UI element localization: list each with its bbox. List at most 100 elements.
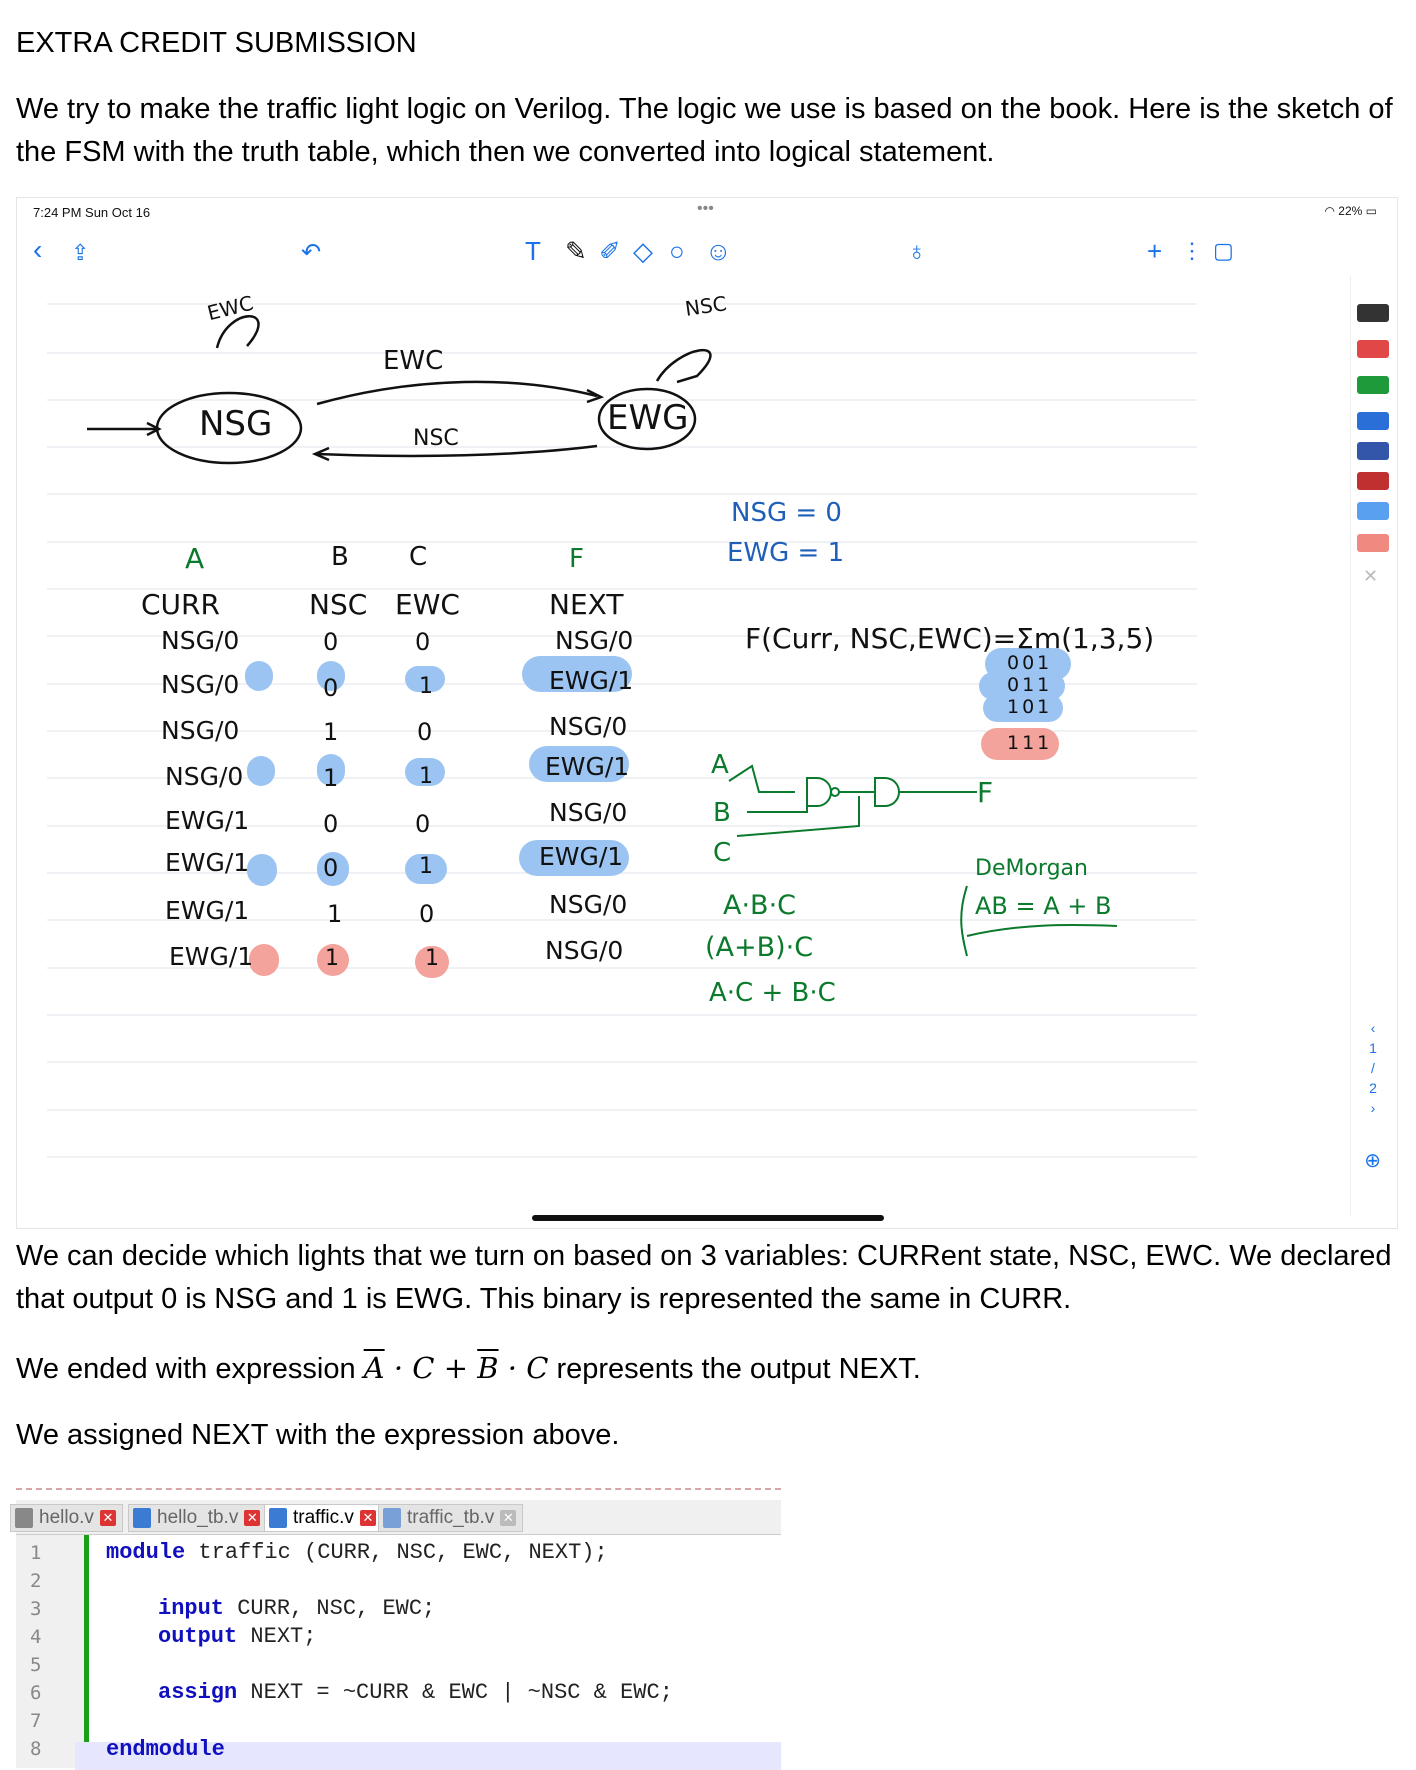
expr-1: A·B·C	[723, 890, 797, 921]
expr-plus: +	[434, 1351, 478, 1385]
text-tool-icon[interactable]: T	[525, 236, 541, 266]
canvas-drawing	[47, 303, 1197, 1158]
undo-icon[interactable]: ↶	[301, 239, 322, 266]
add-icon[interactable]: +	[1147, 236, 1163, 266]
line-number: 2	[30, 1570, 42, 1592]
minterm-111: 111	[1007, 732, 1053, 754]
code-line-3[interactable]: input CURR, NSC, EWC;	[158, 1596, 435, 1621]
expr-c2: C	[526, 1351, 549, 1385]
shapes-icon[interactable]: ☺	[705, 236, 732, 266]
close-icon[interactable]: ✕	[1363, 566, 1379, 586]
row5-ewc: 0	[415, 810, 431, 838]
pen-darkred[interactable]	[1357, 472, 1389, 490]
encoding-nsg: NSG = 0	[731, 498, 842, 528]
notes-toolbar: ‹ ⇪ ↶ T ✎ ✐ ◇ ○ ☺ ♁ + ⋮ ▢	[17, 226, 1397, 276]
close-icon[interactable]: ✕	[359, 1509, 376, 1526]
lasso-icon[interactable]: ○	[669, 236, 685, 266]
row7-next: NSG/0	[549, 890, 628, 919]
row3-ewc: 0	[417, 718, 433, 746]
header-nsc: NSC	[309, 588, 368, 621]
more-icon[interactable]: ⋮	[1181, 238, 1203, 263]
line-number-gutter: 1 2 3 4 5 6 7 8	[16, 1535, 84, 1768]
row8-next: NSG/0	[545, 936, 624, 965]
code-keyword: input	[158, 1596, 225, 1621]
row7-ewc: 0	[419, 900, 435, 928]
fsm-transition-ewc: EWC	[383, 346, 444, 376]
page-indicator: ‹ 1 / 2 ›	[1363, 1018, 1383, 1118]
expr-b: B	[477, 1351, 499, 1385]
ruled-lines	[47, 303, 1197, 1158]
back-icon[interactable]: ‹	[33, 234, 43, 265]
code-line-1[interactable]: module traffic (CURR, NSC, EWC, NEXT);	[106, 1540, 608, 1565]
tab-hello-v[interactable]: hello.v ✕	[10, 1504, 123, 1532]
tab-traffic-v[interactable]: traffic.v ✕	[264, 1504, 383, 1532]
row8-ewc: 1	[425, 946, 439, 971]
microphone-icon[interactable]: ♁	[907, 236, 927, 266]
tab-label: hello_tb.v	[157, 1507, 239, 1528]
tab-traffic-tb-v[interactable]: traffic_tb.v ✕	[378, 1504, 524, 1532]
expr-2: (A+B)·C	[705, 932, 814, 963]
highlighter-pink[interactable]	[1357, 534, 1389, 552]
home-indicator	[532, 1215, 884, 1221]
highlighter-blue[interactable]	[1357, 502, 1389, 520]
tab-label: hello.v	[39, 1507, 94, 1528]
code-line-4[interactable]: output NEXT;	[158, 1624, 316, 1649]
col-letter-f: F	[569, 544, 584, 574]
row4-curr: NSG/0	[165, 762, 244, 791]
expr-a: A	[363, 1351, 385, 1385]
tab-label: traffic.v	[293, 1507, 354, 1528]
page-total: 2	[1369, 1080, 1377, 1096]
pen-black[interactable]	[1357, 304, 1389, 322]
col-letter-c: C	[409, 542, 428, 572]
row8-curr: EWG/1	[169, 942, 254, 971]
pen-navy[interactable]	[1357, 442, 1389, 460]
minterm-001: 001	[1007, 652, 1053, 674]
close-icon[interactable]: ✕	[500, 1509, 517, 1526]
pen-green[interactable]	[1357, 376, 1389, 394]
chevron-up-icon[interactable]: ‹	[1370, 1020, 1376, 1036]
para2-after: represents the output NEXT.	[548, 1353, 921, 1385]
gate-input-a: A	[711, 750, 729, 780]
change-bar	[84, 1535, 89, 1768]
line-number: 5	[30, 1654, 42, 1676]
line-number: 6	[30, 1682, 42, 1704]
zoom-icon[interactable]: ⊕	[1364, 1150, 1381, 1172]
fsm-diagram	[87, 315, 712, 465]
demorgan-title: DeMorgan	[975, 856, 1088, 881]
line-number: 8	[30, 1738, 42, 1760]
pen-red[interactable]	[1357, 340, 1389, 358]
pen-icon[interactable]: ✎	[565, 236, 587, 266]
notes-app-screenshot: 7:24 PM Sun Oct 16 ••• ◠ 22% ▭ ‹ ⇪ ↶ T ✎…	[16, 197, 1398, 1229]
gate-input-b: B	[713, 798, 731, 828]
gate-output-f: F	[977, 776, 994, 809]
row5-nsc: 0	[323, 810, 339, 838]
code-line-6[interactable]: assign NEXT = ~CURR & EWC | ~NSC & EWC;	[158, 1680, 673, 1705]
encoding-ewg: EWG = 1	[727, 538, 845, 568]
page-current: 1	[1369, 1040, 1377, 1056]
expression-paragraph: We ended with expression A · C + B · C r…	[16, 1347, 921, 1391]
col-letter-b: B	[331, 542, 349, 572]
expr-dot1: ·	[384, 1351, 413, 1385]
chevron-down-icon[interactable]: ›	[1370, 1100, 1376, 1116]
minterm-101: 101	[1007, 696, 1053, 718]
eraser-icon[interactable]: ◇	[633, 236, 653, 266]
close-icon[interactable]: ✕	[244, 1509, 261, 1526]
pen-blue[interactable]	[1357, 412, 1389, 430]
row5-curr: EWG/1	[165, 806, 250, 835]
row4-nsc: 1	[323, 764, 339, 792]
share-icon[interactable]: ⇪	[71, 240, 90, 265]
code-keyword: output	[158, 1624, 238, 1649]
pages-icon[interactable]: ▢	[1213, 238, 1234, 263]
header-ewc: EWC	[395, 588, 460, 621]
row5-next: NSG/0	[549, 798, 628, 827]
document-title: EXTRA CREDIT SUBMISSION	[16, 27, 417, 59]
close-icon[interactable]: ✕	[99, 1509, 116, 1526]
row2-nsc: 0	[323, 674, 339, 702]
handwritten-canvas: EWC NSC NSG EWG EWC NSC NSG = 0 EWG = 1 …	[17, 276, 1347, 1226]
file-icon	[269, 1508, 287, 1528]
tab-hello-tb-v[interactable]: hello_tb.v ✕	[128, 1504, 268, 1532]
assignment-paragraph: We assigned NEXT with the expression abo…	[16, 1419, 620, 1451]
highlighter-icon[interactable]: ✐	[599, 236, 621, 266]
code-keyword: assign	[158, 1680, 238, 1705]
code-line-8[interactable]: endmodule	[106, 1737, 225, 1762]
